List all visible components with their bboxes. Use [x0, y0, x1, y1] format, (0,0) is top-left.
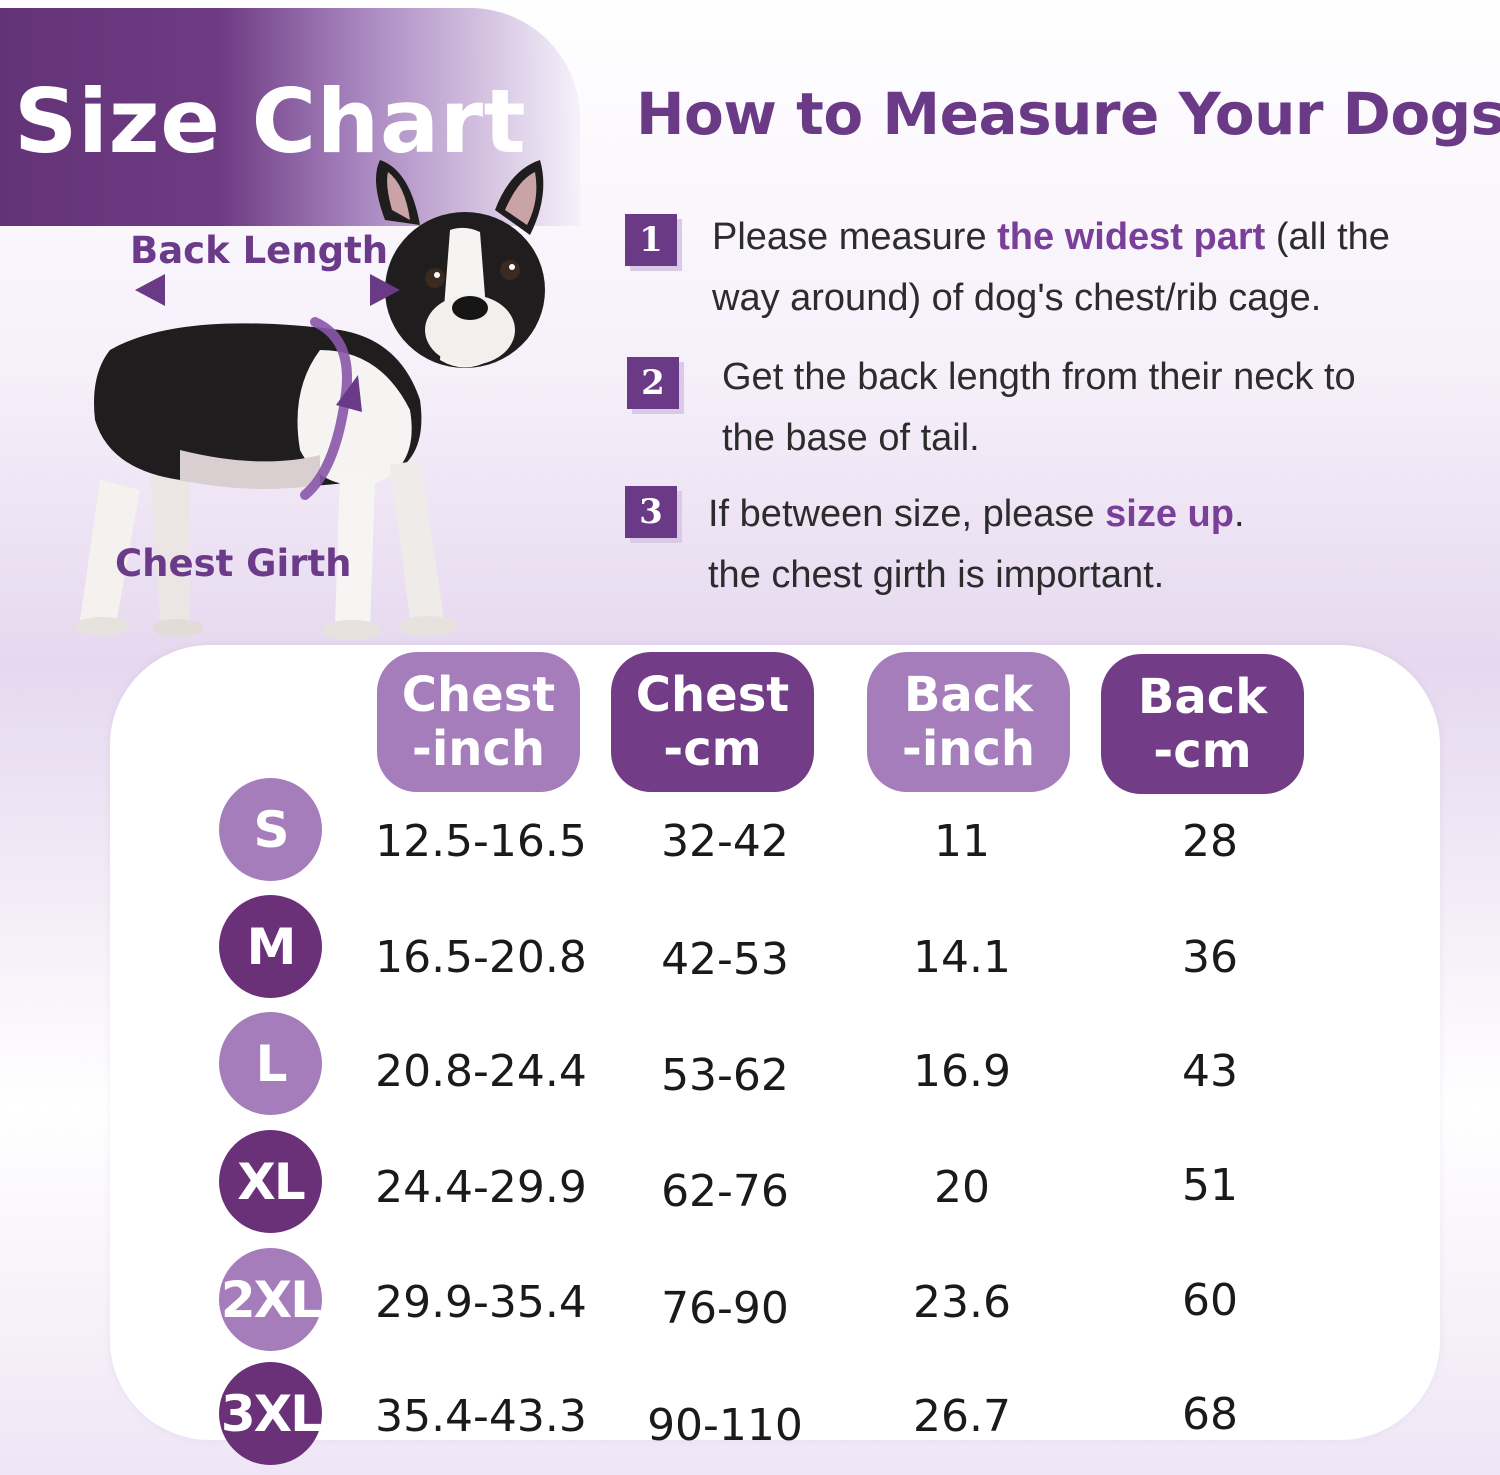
table-cell: 36	[1182, 932, 1238, 983]
table-cell: 42-53	[661, 934, 789, 985]
table-cell: 53-62	[661, 1050, 789, 1101]
step-2-text-line1: Get the back length from their neck to	[722, 356, 1356, 398]
back-length-label: Back Length	[130, 229, 389, 272]
table-cell: 32-42	[661, 816, 789, 867]
table-cell: 16.9	[913, 1046, 1011, 1097]
step-2-text: Get the back length from their neck to t…	[722, 347, 1482, 469]
step-3-text: If between size, please size up. the che…	[708, 484, 1478, 606]
size-badge-3xl: 3XL	[219, 1362, 322, 1465]
step-2-text-line2: the base of tail.	[722, 417, 980, 459]
table-cell: 26.7	[913, 1391, 1011, 1442]
size-badge-s: S	[219, 778, 322, 881]
page-title: Size Chart	[14, 70, 527, 173]
table-cell: 16.5-20.8	[375, 932, 587, 983]
header-back-inch-line2: -inch	[901, 721, 1036, 777]
step-3-highlight: size up	[1105, 493, 1234, 535]
size-badge-xl: XL	[219, 1130, 322, 1233]
step-3-text-start: If between size, please	[708, 493, 1106, 535]
table-cell: 76-90	[661, 1283, 789, 1334]
size-badge-2xl: 2XL	[219, 1248, 322, 1351]
size-badge-l: L	[219, 1012, 322, 1115]
header-chest-inch-line2: -inch	[411, 721, 546, 777]
table-cell: 20.8-24.4	[375, 1046, 587, 1097]
table-cell: 51	[1182, 1160, 1238, 1211]
header-chest-inch-line1: Chest	[401, 667, 556, 723]
table-cell: 60	[1182, 1275, 1238, 1326]
table-cell: 11	[934, 816, 990, 867]
step-1-text-start: Please measure	[712, 216, 998, 258]
header-back-inch: Back -inch	[867, 652, 1070, 792]
step-1-badge: 1	[625, 214, 677, 266]
size-badge-m: M	[219, 895, 322, 998]
step-2-badge: 2	[627, 357, 679, 409]
header-chest-inch: Chest -inch	[377, 652, 580, 792]
header-back-cm-line1: Back	[1137, 669, 1268, 725]
step-3-text-end: .	[1233, 493, 1245, 535]
table-cell: 29.9-35.4	[375, 1277, 587, 1328]
table-cell: 68	[1182, 1389, 1238, 1440]
table-cell: 62-76	[661, 1166, 789, 1217]
header-back-inch-line1: Back	[903, 667, 1034, 723]
header-chest-cm-line2: -cm	[663, 721, 762, 777]
table-cell: 14.1	[913, 932, 1011, 983]
step-1-text-end: (all the	[1265, 216, 1390, 258]
step-1-highlight: the widest part	[997, 216, 1266, 258]
step-3-badge: 3	[625, 486, 677, 538]
header-chest-cm-line1: Chest	[635, 667, 790, 723]
step-1-text: Please measure the widest part (all the …	[712, 207, 1482, 329]
step-1-text-line2: way around) of dog's chest/rib cage.	[712, 277, 1322, 319]
table-cell: 24.4-29.9	[375, 1162, 587, 1213]
table-cell: 43	[1182, 1046, 1238, 1097]
table-cell: 28	[1182, 816, 1238, 867]
instructions-heading: How to Measure Your Dogs?	[636, 80, 1500, 148]
table-cell: 23.6	[913, 1277, 1011, 1328]
header-back-cm: Back -cm	[1101, 654, 1304, 794]
title-banner: Size Chart	[0, 8, 580, 226]
step-3-text-line2: the chest girth is important.	[708, 554, 1165, 596]
table-cell: 90-110	[647, 1400, 803, 1451]
table-cell: 20	[934, 1162, 990, 1213]
chest-girth-label: Chest Girth	[115, 542, 352, 585]
header-chest-cm: Chest -cm	[611, 652, 814, 792]
table-cell: 35.4-43.3	[375, 1391, 587, 1442]
table-cell: 12.5-16.5	[375, 816, 587, 867]
header-back-cm-line2: -cm	[1153, 723, 1252, 779]
dog-illustration	[74, 160, 545, 640]
